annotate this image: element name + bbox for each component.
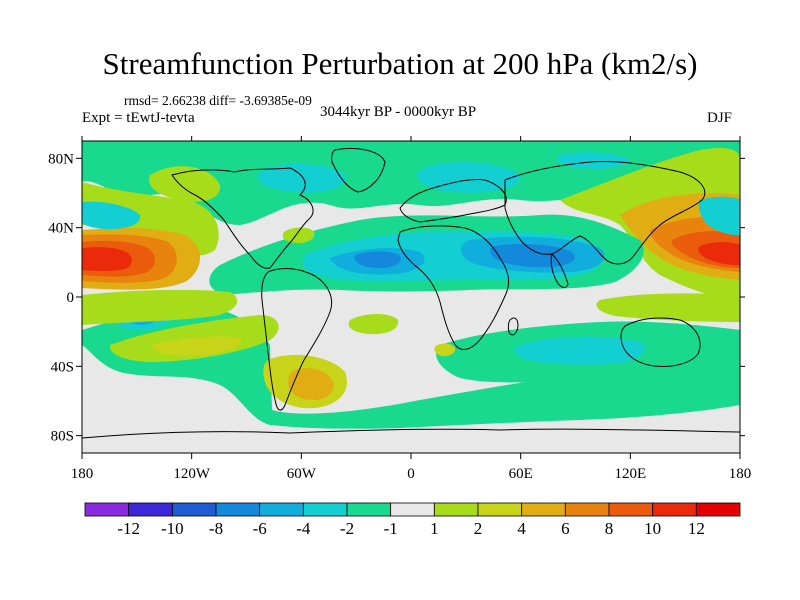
coast-australia [620,317,701,367]
colorbar-swatch [302,502,348,517]
colorbar-label: 6 [561,519,570,538]
experiment-label: Expt = tEwtJ-tevta [82,110,195,126]
y-tick-label: 0 [67,290,75,306]
x-tick-label: 0 [407,466,415,482]
contour-africa-south-positive [434,343,456,357]
contour-south-america-high-core [288,368,334,400]
colorbar-swatch [695,502,741,517]
x-tick-label: 180 [729,466,752,482]
coast-madagascar [507,317,519,336]
colorbar-label: -1 [384,519,398,538]
colorbar-swatch [477,502,523,517]
y-axis: 80N 40N 0 40S 80S [48,151,745,445]
colorbar-swatch [564,502,610,517]
coast-greenland [331,148,386,193]
season-label: DJF [707,110,733,126]
contour-arctic-inner-3 [557,152,630,169]
colorbar-swatch [215,502,261,517]
x-tick-label: 180 [71,466,94,482]
colorbar-label: 10 [644,519,661,538]
contour-nam-positive [149,166,221,202]
contour-tropical-low-5 [489,244,575,268]
y-tick-label: 40N [48,221,74,237]
contour-pacific-high-west-core [82,247,132,271]
rmsd-diff-text: rmsd= 2.66238 diff= -3.69385e-09 [124,93,312,108]
coast-antarctica [82,428,740,439]
coast-asia [504,161,706,265]
contour-tropical-low-6 [354,251,401,268]
colorbar-label: 12 [688,519,705,538]
x-tick-label: 60E [509,466,533,482]
y-tick-label: 40S [51,359,74,375]
colorbar-swatch [521,502,566,517]
contour-antarctic-neutral [82,427,740,453]
x-tick-label: 60W [287,466,317,482]
coast-south-america [261,268,333,411]
contour-equator-positive [82,289,238,325]
colorbar-swatch [259,502,304,517]
x-tick-label: 120W [173,466,211,482]
colorbar-swatch [608,502,654,517]
colorbar-label: 2 [474,519,483,538]
coast-india [550,253,569,288]
contour-south-atlantic-positive [348,314,399,335]
coast-africa [397,225,510,350]
colorbar-swatch [171,502,217,517]
colorbar-swatch [433,502,479,517]
y-tick-label: 80N [48,151,74,167]
contour-gulf-positive [282,227,315,244]
colorbar-swatch [652,502,697,517]
contour-asia-core [698,242,740,266]
coast-north-america [171,167,314,269]
contour-indian-positive [596,293,740,322]
colorbar: -12 -10 -8 -6 -4 -2 -1 1 2 4 6 8 10 12 [84,502,741,538]
contour-field [82,141,740,453]
colorbar-label: 1 [430,519,439,538]
period-label: 3044kyr BP - 0000kyr BP [320,104,477,120]
y-tick-label: 80S [51,429,74,445]
colorbar-label: -6 [253,519,267,538]
x-axis: 180 120W 60W 0 60E 120E 180 [71,136,752,482]
coastlines [82,148,740,439]
colorbar-label: -2 [340,519,354,538]
contour-south-pacific-high-core [150,336,241,356]
colorbar-label: -12 [117,519,140,538]
colorbar-label: 4 [517,519,526,538]
x-tick-label: 120E [614,466,646,482]
colorbar-swatch [84,502,130,517]
colorbar-swatch [390,502,435,517]
colorbar-label: -4 [296,519,311,538]
colorbar-label: -10 [161,519,184,538]
colorbar-swatch [128,502,173,517]
contour-arctic-inner-2 [257,164,346,193]
colorbar-swatch [346,502,392,517]
contour-south-indian-low [514,336,645,365]
contour-npac-low-east [698,196,740,236]
colorbar-label: 8 [605,519,614,538]
contour-npac-low [82,201,141,230]
chart-title: Streamfunction Perturbation at 200 hPa (… [102,46,698,81]
colorbar-label: -8 [209,519,223,538]
